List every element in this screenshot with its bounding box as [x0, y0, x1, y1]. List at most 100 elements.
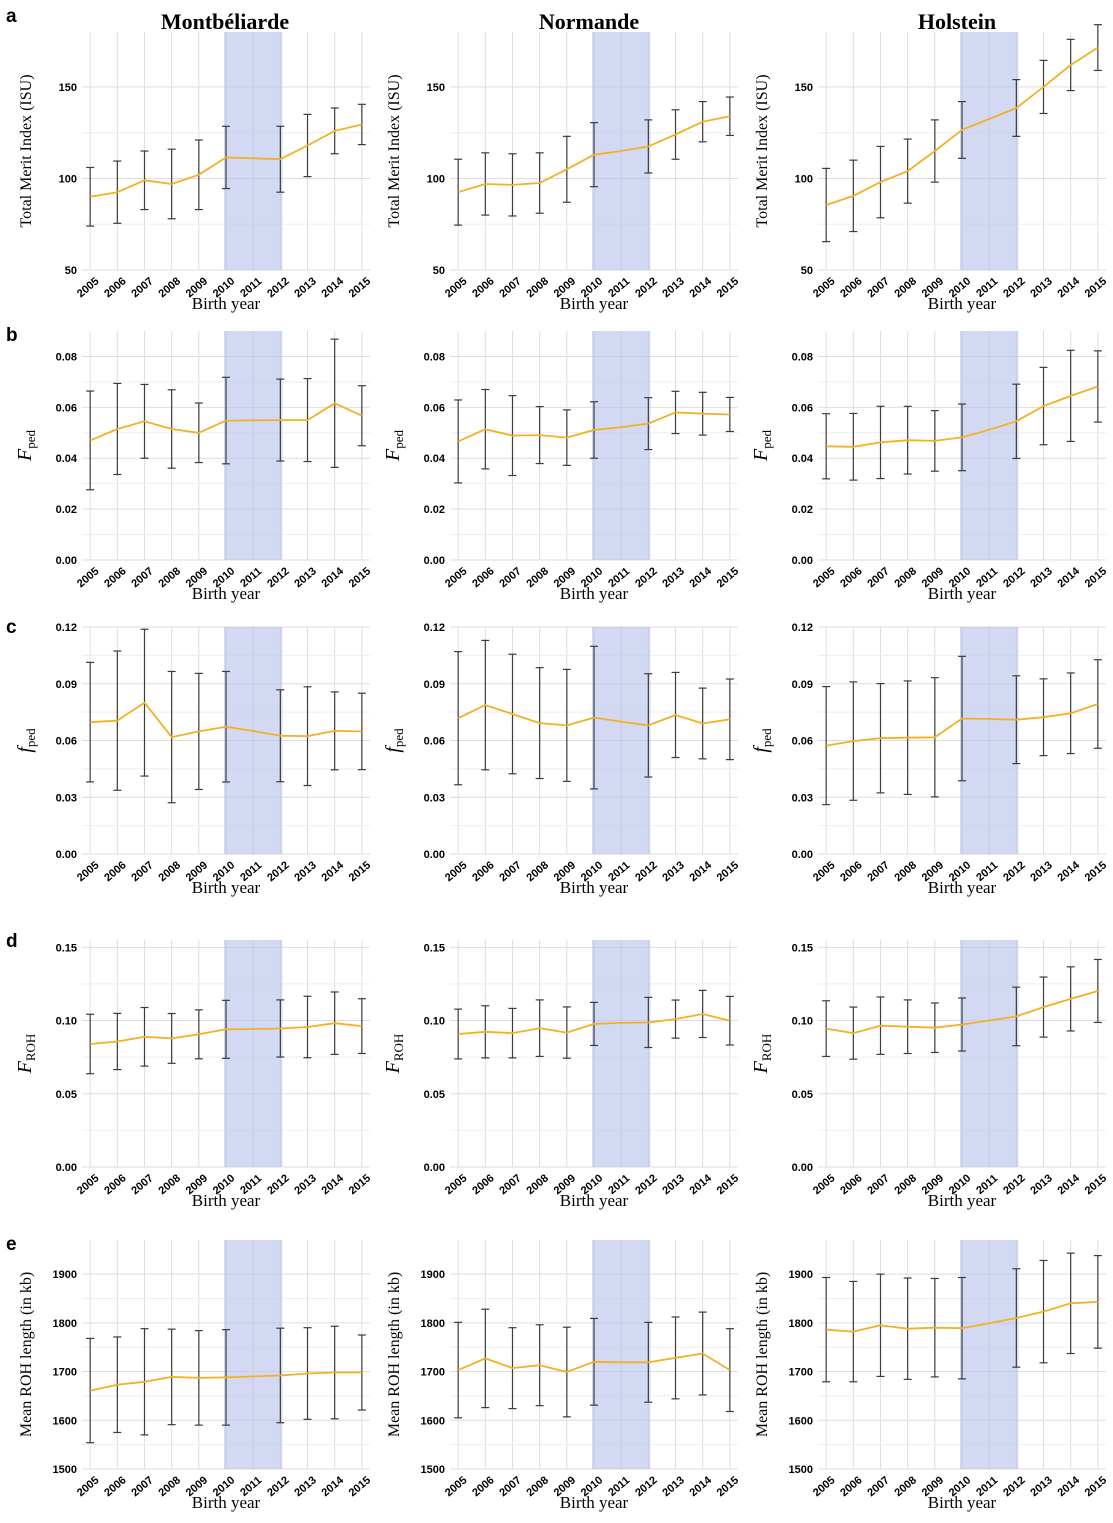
y-axis-label-symbol: F	[750, 1060, 772, 1074]
error-bar-2015	[1093, 24, 1102, 72]
y-tick-label: 0.04	[56, 453, 78, 465]
y-tick-label: 1800	[789, 1318, 813, 1330]
y-axis-label: Mean ROH length (in kb)	[18, 1272, 35, 1437]
panel-label-a: a	[6, 6, 17, 27]
x-axis-label: Birth year	[192, 1191, 261, 1210]
y-tick-label: 1600	[789, 1415, 813, 1427]
y-tick-label: 0.03	[792, 792, 813, 804]
error-bar-2005	[454, 399, 463, 484]
error-bar-2015	[357, 1334, 366, 1411]
y-tick-label: 0.12	[56, 622, 77, 634]
panel-label-e: e	[6, 1234, 17, 1255]
y-tick-label: 0.06	[56, 736, 77, 748]
y-tick-label: 0.09	[424, 679, 445, 691]
y-tick-label: 1900	[53, 1269, 77, 1281]
y-axis-label: FROH	[14, 1034, 38, 1075]
mean-line	[89, 402, 363, 442]
y-tick-label: 0.00	[424, 555, 445, 567]
y-tick-label: 1600	[421, 1415, 445, 1427]
x-axis-label: Birth year	[928, 584, 997, 603]
y-axis-label-symbol: F	[382, 448, 404, 462]
mean-line	[826, 385, 1099, 448]
y-axis-label: fped	[382, 728, 406, 753]
highlight-band	[960, 940, 1019, 1167]
y-axis-label-subscript: ROH	[759, 1034, 774, 1061]
y-tick-label: 0.15	[424, 942, 445, 954]
y-tick-label: 1900	[789, 1269, 813, 1281]
y-tick-label: 0.12	[792, 622, 813, 634]
error-bar-2015	[357, 998, 366, 1055]
y-axis-label: Mean ROH length (in kb)	[386, 1272, 403, 1437]
error-bar-2005	[86, 166, 95, 227]
error-bar-2005	[86, 390, 95, 491]
y-tick-label: 0.09	[56, 679, 77, 691]
y-axis-label: fped	[750, 728, 774, 753]
y-axis-label-subscript: ped	[391, 728, 406, 747]
y-axis-label-subscript: ped	[391, 430, 406, 449]
y-axis-label: Total Merit Index (ISU)	[754, 74, 771, 227]
error-bar-2015	[725, 678, 734, 761]
y-tick-label: 0.04	[792, 453, 814, 465]
y-tick-label: 1500	[53, 1464, 77, 1476]
y-axis-label: FROH	[750, 1034, 774, 1075]
mean-line	[458, 1013, 731, 1035]
y-tick-label: 1800	[421, 1318, 445, 1330]
mean-line	[825, 46, 1099, 206]
mean-line	[90, 1022, 362, 1045]
y-axis-label-symbol: F	[14, 1060, 36, 1074]
y-axis-label-subscript: ped	[23, 728, 38, 747]
y-tick-label: 0.00	[56, 555, 77, 567]
x-axis-label: Birth year	[560, 294, 629, 313]
highlight-band	[224, 940, 283, 1167]
y-tick-label: 0.06	[792, 736, 813, 748]
x-axis-label: Birth year	[192, 294, 261, 313]
error-bar-2015	[725, 995, 734, 1046]
error-bar-2005	[86, 1013, 95, 1075]
x-axis-label: Birth year	[928, 294, 997, 313]
y-tick-label: 0.00	[792, 1162, 813, 1174]
error-bar-2005	[822, 1000, 831, 1058]
y-tick-label: 0.08	[56, 351, 77, 363]
error-bar-2015	[725, 396, 734, 433]
y-tick-label: 0.05	[424, 1089, 445, 1101]
x-axis-label: Birth year	[560, 1493, 629, 1512]
x-axis-label: Birth year	[192, 1493, 261, 1512]
y-axis-label: FROH	[382, 1034, 406, 1075]
error-bar-2005	[454, 1008, 463, 1060]
y-tick-label: 0.06	[56, 402, 77, 414]
y-tick-label: 1800	[53, 1318, 77, 1330]
y-tick-label: 0.00	[792, 849, 813, 861]
error-bar-2005	[454, 158, 463, 226]
y-tick-label: 0.05	[56, 1089, 77, 1101]
y-tick-label: 1900	[421, 1269, 445, 1281]
highlight-band	[960, 331, 1019, 560]
highlight-band	[592, 331, 651, 560]
error-bar-2005	[454, 650, 463, 786]
y-axis-label-symbol: f	[750, 745, 772, 753]
y-tick-label: 0.00	[424, 849, 445, 861]
highlight-band	[224, 627, 283, 854]
highlight-band	[592, 627, 651, 854]
panel-label-b: b	[6, 325, 18, 346]
column-title-montbeliarde: Montbéliarde	[161, 9, 290, 34]
error-bar-2015	[1093, 350, 1102, 423]
y-axis-label: Total Merit Index (ISU)	[18, 74, 35, 227]
y-tick-label: 150	[795, 82, 813, 94]
y-axis-label: Fped	[14, 430, 38, 462]
y-axis-label-subscript: ped	[759, 728, 774, 747]
x-axis-label: Birth year	[928, 1493, 997, 1512]
y-axis-label: Total Merit Index (ISU)	[386, 74, 403, 227]
y-tick-label: 0.12	[424, 622, 445, 634]
column-title-holstein: Holstein	[918, 9, 996, 34]
y-tick-label: 0.04	[424, 453, 446, 465]
y-axis-label-subscript: ped	[759, 430, 774, 449]
x-axis-label: Birth year	[192, 584, 261, 603]
y-tick-label: 0.10	[792, 1016, 813, 1028]
